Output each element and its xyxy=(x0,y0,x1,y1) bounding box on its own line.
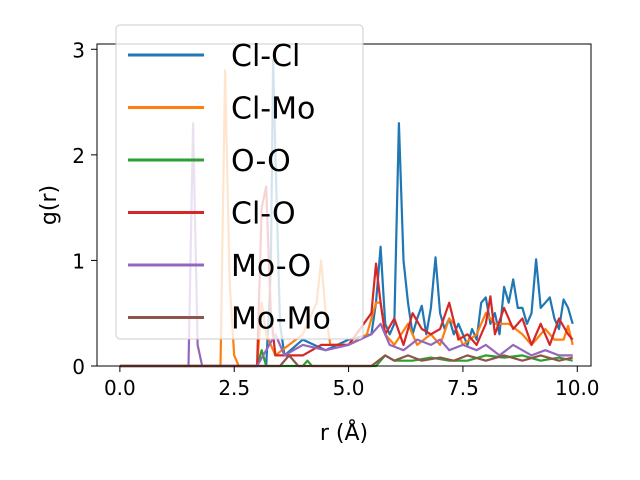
x-axis-label: r (Å) xyxy=(320,419,368,446)
legend: Cl-Cl Cl-Mo O-O Cl-O Mo-O Mo-Mo xyxy=(115,24,364,340)
series-line-cl-o xyxy=(119,185,574,368)
legend-label: O-O xyxy=(231,144,291,179)
y-tick-label: 3 xyxy=(72,38,85,62)
legend-label: Cl-Cl xyxy=(231,39,300,74)
x-tick-label: 10.0 xyxy=(555,376,600,400)
y-axis-label: g(r) xyxy=(37,185,62,225)
legend-label: Mo-Mo xyxy=(231,302,331,337)
y-tick-label: 1 xyxy=(72,249,85,273)
y-axis: 0 1 2 3 xyxy=(72,38,97,379)
x-axis: 0.0 2.5 5.0 7.5 10.0 xyxy=(104,366,600,400)
y-tick-label: 2 xyxy=(72,144,85,168)
legend-label: Cl-O xyxy=(231,197,296,232)
y-tick-label: 0 xyxy=(72,355,85,379)
x-tick-label: 5.0 xyxy=(333,376,365,400)
legend-box xyxy=(115,24,364,340)
x-tick-label: 7.5 xyxy=(447,376,479,400)
x-tick-label: 0.0 xyxy=(104,376,136,400)
legend-label: Cl-Mo xyxy=(231,92,315,127)
series-line-mo-mo xyxy=(119,354,573,368)
x-tick-label: 2.5 xyxy=(218,376,250,400)
legend-label: Mo-O xyxy=(231,249,311,284)
